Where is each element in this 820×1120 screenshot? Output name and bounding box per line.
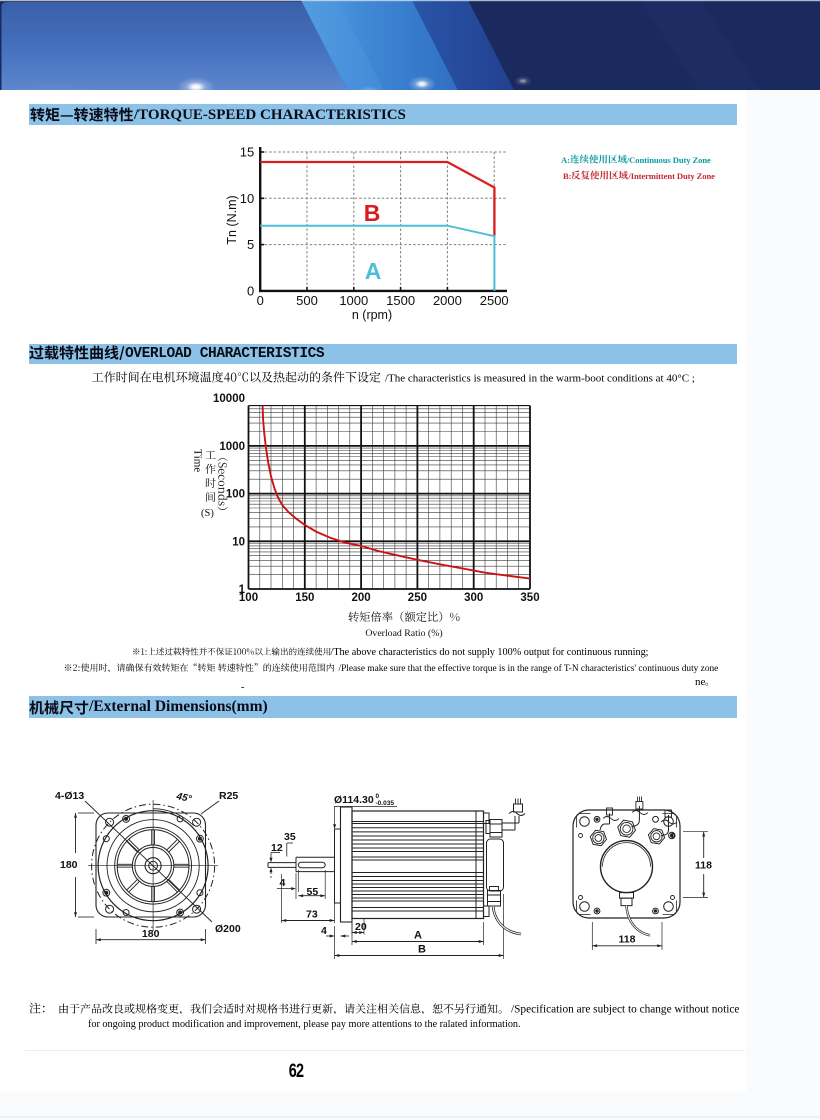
svg-text:(S): (S) [201, 508, 214, 519]
svg-text:Ø200: Ø200 [215, 923, 241, 935]
svg-text:300: 300 [464, 592, 483, 604]
svg-text:4: 4 [280, 877, 286, 889]
svg-text:10000: 10000 [213, 393, 245, 405]
svg-text:A: A [365, 258, 382, 284]
svg-text:1: 1 [239, 584, 246, 596]
svg-text:1000: 1000 [339, 293, 368, 308]
svg-text:Ø114.30: Ø114.30 [334, 794, 374, 806]
svg-text:350: 350 [520, 592, 539, 604]
svg-text:B: B [418, 944, 426, 956]
svg-text:4-Ø13: 4-Ø13 [55, 790, 84, 802]
svg-text:-0.035: -0.035 [376, 800, 395, 807]
svg-text:R25: R25 [219, 790, 238, 802]
svg-text:100: 100 [226, 489, 245, 501]
svg-text:0: 0 [376, 793, 380, 800]
svg-text:55: 55 [307, 886, 319, 898]
svg-text:1000: 1000 [219, 441, 245, 453]
svg-text:A: A [414, 930, 422, 942]
svg-text:0: 0 [247, 283, 254, 298]
svg-text:12: 12 [271, 842, 283, 854]
svg-text:0: 0 [257, 293, 264, 308]
svg-text:2000: 2000 [433, 293, 462, 308]
svg-text:10: 10 [240, 191, 254, 206]
svg-text:B: B [364, 200, 381, 226]
svg-text:Tn (N.m): Tn (N.m) [225, 195, 239, 244]
svg-text:500: 500 [296, 293, 318, 308]
svg-text:250: 250 [408, 592, 427, 604]
svg-text:100: 100 [239, 592, 258, 604]
svg-text:45°: 45° [174, 791, 193, 805]
svg-text:118: 118 [695, 860, 712, 872]
svg-text:180: 180 [60, 859, 78, 871]
svg-text:180: 180 [142, 928, 160, 940]
svg-text:Overload Ratio (%): Overload Ratio (%) [365, 628, 442, 639]
svg-text:118: 118 [619, 934, 636, 946]
svg-text:4: 4 [321, 925, 327, 937]
svg-text:35: 35 [284, 831, 296, 843]
svg-text:10: 10 [232, 536, 245, 548]
svg-text:n (rpm): n (rpm) [352, 308, 392, 322]
svg-text:20: 20 [355, 921, 367, 933]
svg-text:73: 73 [306, 909, 318, 921]
svg-text:2500: 2500 [480, 293, 509, 308]
svg-text:1500: 1500 [386, 293, 415, 308]
svg-text:15: 15 [240, 145, 254, 160]
svg-text:150: 150 [295, 592, 314, 604]
svg-text:200: 200 [352, 592, 371, 604]
svg-text:5: 5 [247, 237, 254, 252]
